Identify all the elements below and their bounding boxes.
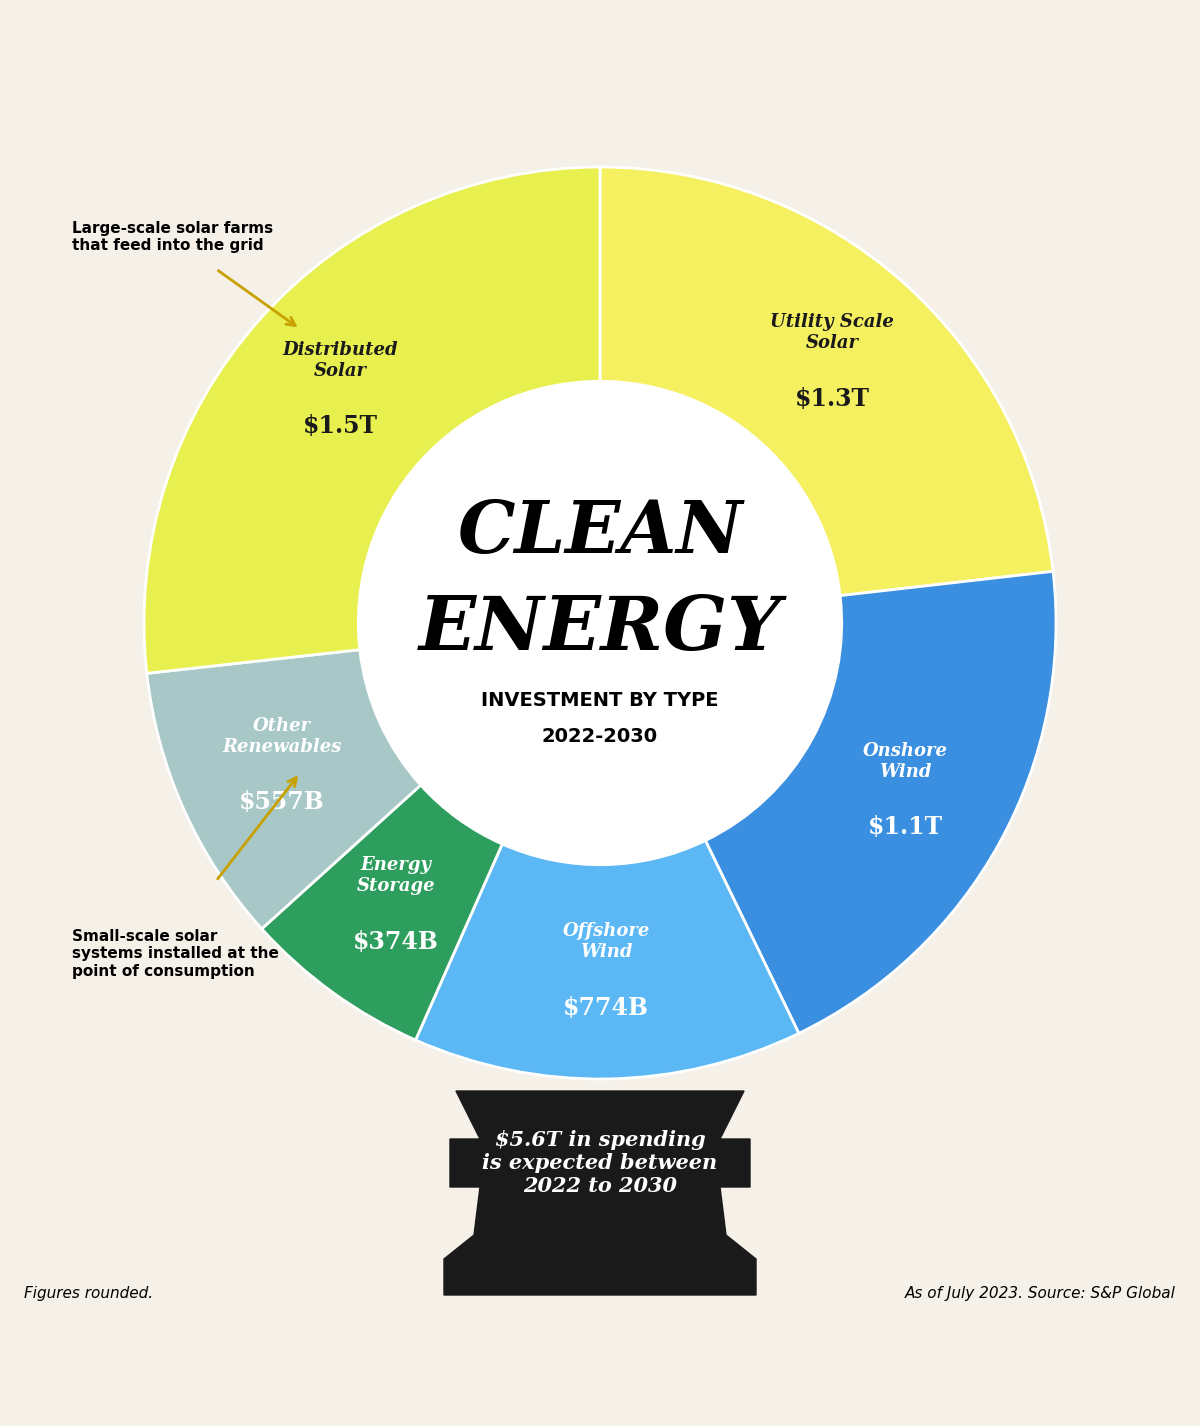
Text: Onshore
Wind: Onshore Wind [863,742,948,780]
Text: Distributed
Solar: Distributed Solar [282,341,398,379]
Text: $1.1T: $1.1T [868,816,943,838]
Text: $5.6T in spending
is expected between
2022 to 2030: $5.6T in spending is expected between 20… [482,1129,718,1196]
Text: ENERGY: ENERGY [419,593,781,666]
Wedge shape [146,650,421,928]
Wedge shape [415,840,799,1079]
Text: Energy
Storage: Energy Storage [356,856,434,896]
Wedge shape [262,786,503,1040]
Text: $374B: $374B [353,930,438,954]
Text: Offshore
Wind: Offshore Wind [563,923,649,961]
Text: 2022-2030: 2022-2030 [542,727,658,746]
Text: $1.5T: $1.5T [302,415,378,438]
Polygon shape [444,1091,756,1295]
Text: $774B: $774B [563,995,649,1020]
Text: Utility Scale
Solar: Utility Scale Solar [770,314,894,352]
Text: Small-scale solar
systems installed at the
point of consumption: Small-scale solar systems installed at t… [72,928,278,978]
Text: Other
Renewables: Other Renewables [222,717,342,756]
Wedge shape [144,167,600,673]
Circle shape [359,381,841,864]
Text: As of July 2023. Source: S&P Global: As of July 2023. Source: S&P Global [905,1286,1176,1301]
Text: CLEAN: CLEAN [457,498,743,569]
Wedge shape [706,572,1056,1034]
Text: $1.3T: $1.3T [794,386,870,411]
Text: $557B: $557B [239,790,325,814]
Wedge shape [600,167,1054,596]
Text: Large-scale solar farms
that feed into the grid: Large-scale solar farms that feed into t… [72,221,274,254]
Text: Figures rounded.: Figures rounded. [24,1286,154,1301]
Text: INVESTMENT BY TYPE: INVESTMENT BY TYPE [481,692,719,710]
